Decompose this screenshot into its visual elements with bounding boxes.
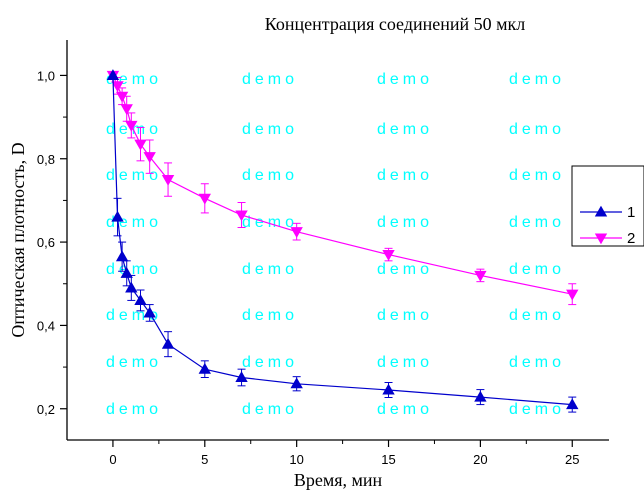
watermark-text: demo (377, 121, 433, 138)
watermark-text: demo (377, 71, 433, 88)
watermark-text: demo (377, 214, 433, 231)
y-ticks: 0,2 0,4 0,6 0,8 1,0 (37, 68, 67, 417)
y-tick-label: 0,6 (37, 235, 55, 250)
watermark-text: demo (106, 307, 162, 324)
series-line (112, 75, 573, 406)
data-point (111, 210, 124, 222)
x-tick-label: 15 (381, 452, 395, 467)
data-point (566, 398, 579, 410)
chart-title: Концентрация соединений 50 мкл (265, 14, 526, 34)
data-point (290, 227, 303, 238)
watermark-text: demo (509, 401, 565, 418)
watermark-text: demo (377, 354, 433, 371)
watermark-text: demo (242, 401, 298, 418)
x-ticks: 0 5 10 15 20 25 (109, 440, 579, 467)
data-point (382, 250, 395, 261)
data-point (161, 175, 175, 186)
data-point (115, 91, 129, 103)
watermark-text: demo (242, 307, 298, 324)
legend: 12 (571, 165, 644, 247)
data-point (198, 362, 211, 374)
watermark-text: demo (242, 167, 298, 184)
watermark-text: demo (509, 307, 565, 324)
data-point (198, 193, 211, 205)
watermark-text: demo (377, 307, 433, 324)
data-point (235, 210, 248, 222)
legend-marker (594, 205, 608, 217)
watermark-text: demo (377, 167, 433, 184)
data-point (115, 250, 129, 262)
watermark-text: demo (509, 214, 565, 231)
data-point (111, 81, 124, 93)
watermark-text: demo (106, 354, 162, 371)
data-point (235, 371, 248, 383)
x-tick-label: 25 (565, 452, 579, 467)
data-point (161, 337, 175, 349)
watermark-text: demo (509, 121, 565, 138)
y-tick-label: 0,2 (37, 402, 55, 417)
x-axis-label: Время, мин (294, 470, 383, 490)
watermark-text: demo (242, 261, 298, 278)
data-point (106, 69, 120, 80)
series-1 (106, 69, 579, 413)
y-tick-label: 1,0 (37, 68, 55, 83)
axes (66, 40, 609, 441)
legend-box (571, 165, 644, 247)
data-point (382, 383, 395, 395)
data-point (290, 377, 303, 389)
y-axis-label: Оптическая плотность, D (8, 142, 28, 337)
watermark-text: demo (509, 167, 565, 184)
watermark-text: demo (242, 121, 298, 138)
legend-label: 1 (627, 204, 635, 221)
data-point (125, 281, 138, 293)
watermark-text: demo (242, 71, 298, 88)
watermark-layer: demo demo demo demo demo demo demo demo demo demo… (106, 71, 565, 418)
x-tick-label: 5 (201, 452, 208, 467)
data-point (143, 306, 156, 318)
data-point (143, 152, 156, 163)
y-tick-label: 0,8 (37, 152, 55, 167)
watermark-text: demo (377, 401, 433, 418)
x-tick-label: 0 (109, 452, 116, 467)
watermark-text: demo (377, 261, 433, 278)
x-tick-label: 10 (289, 452, 303, 467)
data-point (474, 390, 487, 402)
series-layer (106, 69, 579, 413)
watermark-text: demo (106, 167, 162, 184)
watermark-text: demo (106, 401, 162, 418)
data-point (134, 294, 147, 305)
series-2 (106, 70, 579, 306)
watermark-text: demo (106, 261, 162, 278)
data-point (120, 104, 133, 116)
legend-label: 2 (627, 230, 635, 247)
x-tick-label: 20 (473, 452, 487, 467)
data-point (134, 139, 147, 151)
y-tick-label: 0,4 (37, 318, 55, 333)
series-line (112, 75, 573, 295)
data-point (474, 270, 487, 282)
data-point (125, 120, 138, 132)
watermark-text: demo (509, 261, 565, 278)
legend-marker (594, 233, 608, 245)
watermark-text: demo (242, 354, 298, 371)
data-point (566, 289, 579, 301)
watermark-text: demo (242, 214, 298, 231)
watermark-text: demo (509, 71, 565, 88)
watermark-text: demo (509, 354, 565, 371)
